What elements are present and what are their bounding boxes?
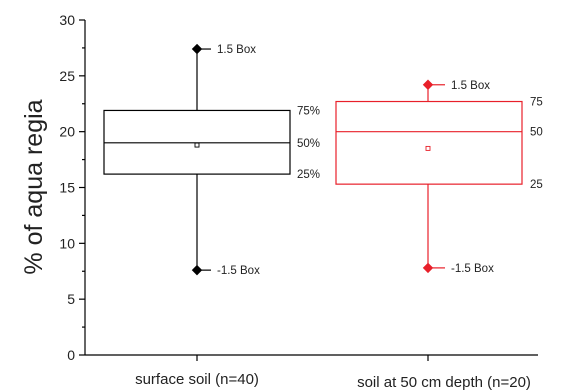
lower-whisker-diamond [422, 262, 434, 274]
lower-whisker-label: -1.5 Box [217, 265, 260, 277]
boxes: 1.5 Box -1.5 Box 75% 50% 25% 1.5 Box -1.5 Box 7… [103, 43, 543, 277]
percentile-label-q1: 25 [530, 179, 543, 191]
lower-whisker-diamond [191, 264, 203, 276]
upper-whisker-diamond [422, 79, 434, 90]
y-axis-label: % of aqua regia [20, 99, 48, 274]
percentile-label-median: 50 [530, 127, 543, 139]
y-tick-label: 20 [59, 124, 75, 140]
box-series-1: 1.5 Box -1.5 Box 75 50 25 [335, 79, 543, 275]
upper-whisker-label: 1.5 Box [451, 80, 490, 92]
y-tick-label: 0 [67, 347, 75, 363]
y-tick-label: 15 [59, 180, 75, 196]
box-series-0: 1.5 Box -1.5 Box 75% 50% 25% [103, 43, 320, 277]
percentile-label-median: 50% [297, 138, 320, 150]
percentile-label-q3: 75 [530, 97, 543, 109]
iqr-box [335, 100, 523, 185]
y-tick-label: 10 [59, 235, 75, 251]
mean-marker [194, 142, 200, 148]
category-label-1: soil at 50 cm depth (n=20) [357, 374, 531, 391]
upper-whisker-label: 1.5 Box [217, 44, 256, 56]
category-label-0: surface soil (n=40) [135, 371, 259, 388]
percentile-label-q3: 75% [297, 105, 320, 117]
y-tick-label: 5 [67, 291, 75, 307]
mean-marker [425, 145, 431, 151]
percentile-label-q1: 25% [297, 169, 320, 181]
axes [84, 20, 538, 361]
y-ticks: 0 5 10 15 20 25 30 [59, 12, 85, 363]
upper-whisker-diamond [191, 43, 203, 55]
y-tick-label: 25 [59, 68, 75, 84]
y-tick-label: 30 [59, 12, 75, 28]
lower-whisker-label: -1.5 Box [451, 263, 494, 275]
